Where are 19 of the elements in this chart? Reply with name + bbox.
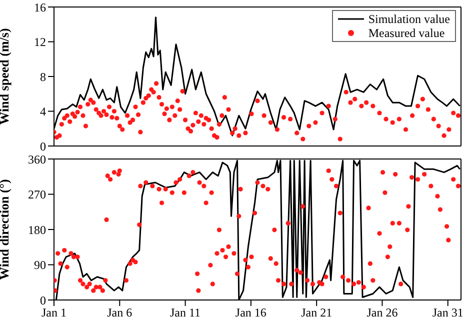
x-tick-label: Jan 26	[366, 306, 398, 320]
x-tick-label: Jan 6	[107, 306, 132, 320]
legend-label: Simulation value	[368, 12, 450, 26]
legend-label: Measured value	[368, 26, 445, 40]
x-tick-label: Jan 21	[301, 306, 332, 320]
x-tick-label: Jan 31	[432, 306, 464, 320]
y-tick-label: 8	[40, 70, 46, 84]
x-tick-label: Jan 1	[42, 306, 66, 320]
y-tick-label: 270	[28, 188, 46, 202]
y-tick-label: 0	[40, 139, 46, 154]
y-tick-label: 90	[34, 258, 46, 272]
y-tick-label: 180	[28, 222, 46, 237]
y-tick-label: 4	[40, 104, 46, 119]
y-tick-label: 16	[34, 0, 46, 14]
x-tick-label: Jan 11	[170, 306, 201, 320]
x-tick-label: Jan 16	[235, 306, 266, 320]
y-tick-label: 360	[28, 152, 46, 166]
y-tick-label: 12	[34, 35, 46, 50]
y-tick-label: 0	[40, 293, 46, 308]
